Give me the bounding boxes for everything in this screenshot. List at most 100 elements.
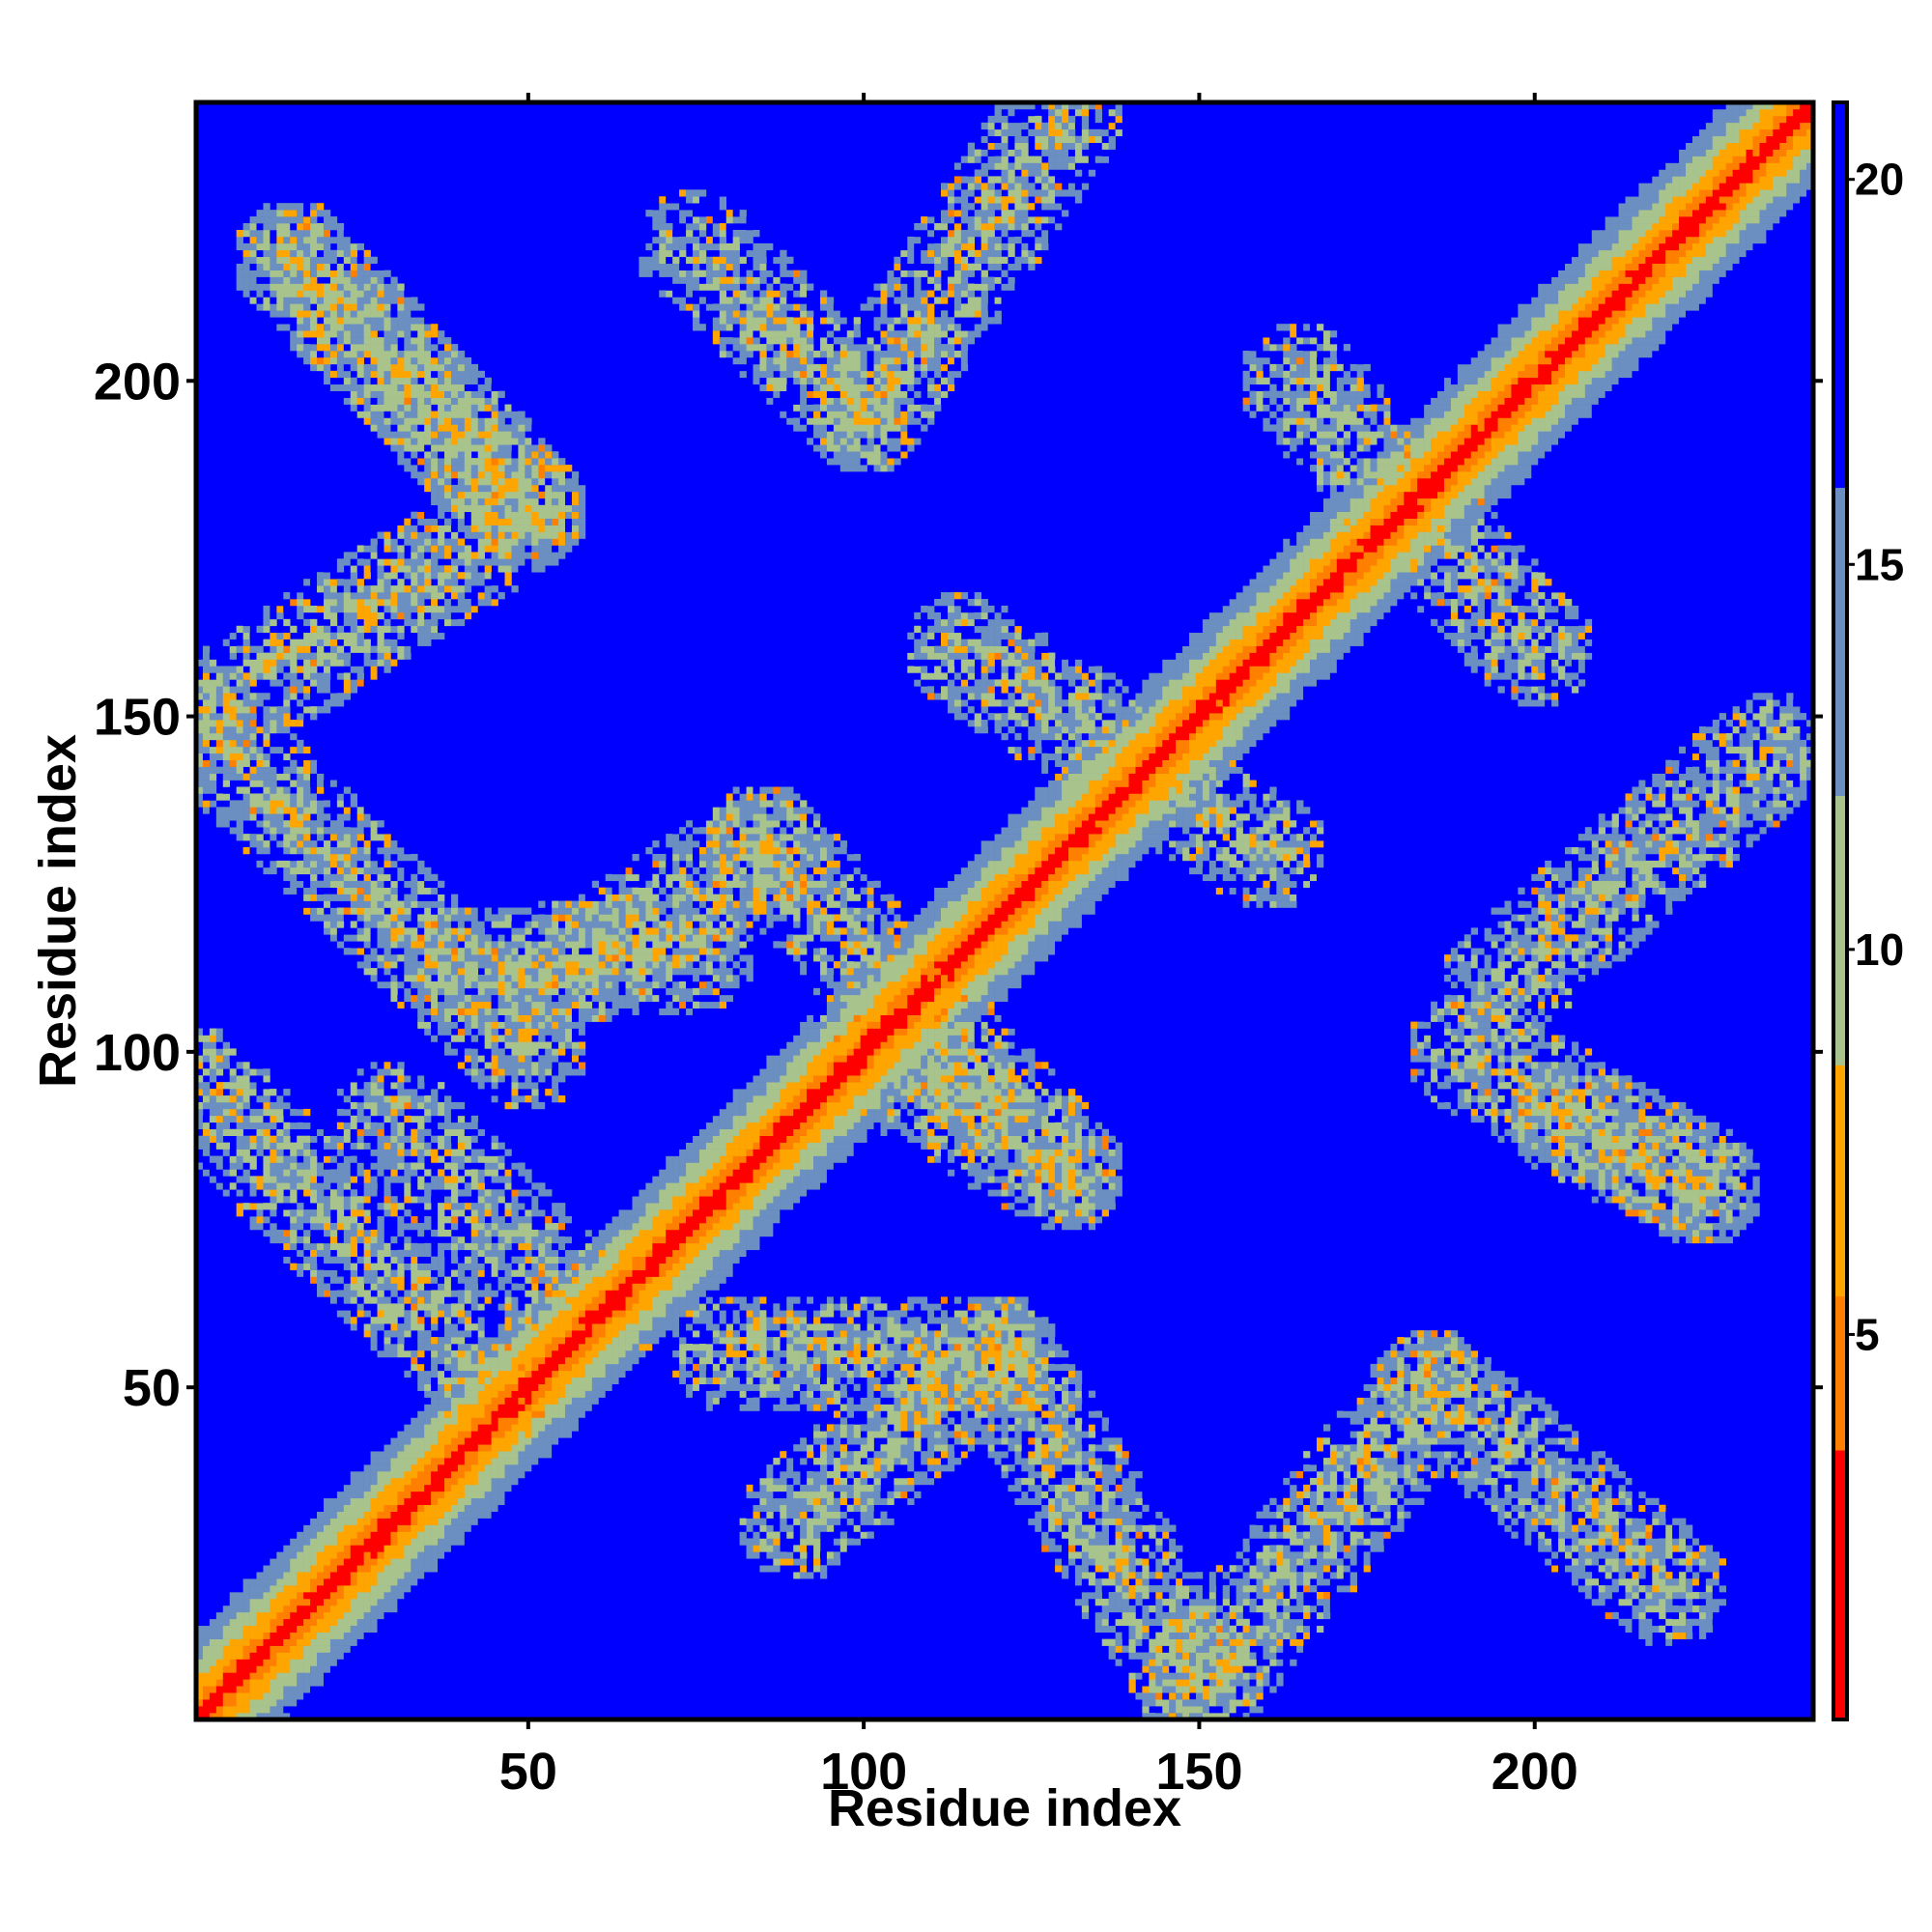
- heatmap-cell: [450, 1317, 459, 1324]
- heatmap-cell: [242, 1565, 250, 1573]
- heatmap-cell: [310, 1169, 318, 1177]
- heatmap-cell: [303, 1229, 311, 1237]
- heatmap-cell: [464, 974, 472, 982]
- heatmap-cell: [303, 820, 311, 828]
- heatmap-cell: [397, 1451, 405, 1459]
- heatmap-cell: [370, 840, 378, 848]
- heatmap-cell: [310, 337, 318, 345]
- heatmap-cell: [411, 853, 418, 862]
- heatmap-cell: [390, 1249, 398, 1258]
- heatmap-cell: [424, 980, 432, 989]
- heatmap-cell: [431, 1410, 439, 1418]
- heatmap-cell: [444, 1491, 452, 1499]
- heatmap-cell: [356, 1310, 364, 1318]
- heatmap-cell: [256, 1598, 264, 1606]
- heatmap-cell: [329, 686, 338, 694]
- heatmap-cell: [390, 994, 398, 1003]
- heatmap-cell: [377, 1538, 384, 1546]
- heatmap-cell: [411, 927, 418, 935]
- heatmap-cell: [404, 1524, 412, 1532]
- heatmap-cell: [464, 1263, 472, 1270]
- heatmap-cell: [450, 1410, 459, 1418]
- heatmap-cell: [317, 1645, 325, 1653]
- heatmap-cell: [484, 424, 492, 432]
- heatmap-cell: [404, 1068, 412, 1076]
- heatmap-cell: [249, 1645, 257, 1653]
- heatmap-cell: [256, 1625, 264, 1634]
- heatmap-cell: [249, 1182, 257, 1190]
- heatmap-cell: [411, 1471, 418, 1479]
- heatmap-cell: [303, 618, 311, 627]
- heatmap-cell: [417, 1249, 425, 1258]
- heatmap-cell: [431, 894, 439, 901]
- heatmap-cell: [356, 1598, 364, 1606]
- heatmap-cell: [242, 270, 250, 277]
- heatmap-cell: [363, 1169, 371, 1177]
- heatmap-cell: [384, 330, 391, 338]
- heatmap-cell: [444, 1424, 452, 1432]
- heatmap-cell: [424, 1504, 432, 1512]
- heatmap-cell: [249, 1618, 257, 1627]
- heatmap-cell: [484, 1196, 492, 1204]
- heatmap-cell: [303, 639, 311, 646]
- heatmap-cell: [343, 324, 352, 331]
- heatmap-cell: [229, 1659, 237, 1666]
- heatmap-cell: [343, 639, 352, 646]
- heatmap-cell: [377, 1222, 384, 1231]
- heatmap-cell: [464, 961, 472, 969]
- heatmap-cell: [424, 1310, 432, 1318]
- heatmap-cell: [336, 1565, 345, 1573]
- heatmap-cell: [343, 242, 352, 251]
- heatmap-cell: [384, 599, 391, 607]
- heatmap-cell: [370, 330, 378, 338]
- heatmap-cell: [404, 1249, 412, 1258]
- heatmap-cell: [363, 659, 371, 667]
- heatmap-cell: [270, 1545, 277, 1552]
- heatmap-cell: [390, 1363, 398, 1372]
- heatmap-cell: [310, 290, 318, 298]
- heatmap-cell: [431, 1269, 439, 1277]
- heatmap-cell: [215, 1115, 224, 1123]
- heatmap-cell: [397, 1149, 405, 1156]
- heatmap-cell: [310, 713, 318, 721]
- heatmap-cell: [297, 706, 304, 714]
- heatmap-cell: [470, 484, 479, 493]
- heatmap-cell: [303, 645, 311, 653]
- heatmap-cell: [457, 525, 466, 532]
- heatmap-cell: [256, 1209, 264, 1217]
- heatmap-cell: [363, 1565, 371, 1573]
- heatmap-cell: [417, 424, 425, 432]
- heatmap-cell: [397, 518, 405, 526]
- heatmap-cell: [229, 1182, 237, 1190]
- heatmap-cell: [249, 834, 257, 841]
- heatmap-cell: [283, 699, 291, 707]
- heatmap-cell: [236, 1149, 243, 1156]
- heatmap-cell: [350, 397, 358, 405]
- heatmap-cell: [431, 1101, 439, 1110]
- heatmap-cell: [491, 1404, 498, 1411]
- heatmap-cell: [491, 552, 498, 559]
- heatmap-cell: [384, 411, 391, 418]
- heatmap-cell: [256, 773, 264, 781]
- heatmap-cell: [323, 1222, 331, 1231]
- heatmap-cell: [411, 1417, 418, 1425]
- heatmap-cell: [484, 1337, 492, 1345]
- heatmap-cell: [370, 611, 378, 620]
- heatmap-cell: [470, 1263, 479, 1270]
- heatmap-cell: [457, 1269, 466, 1277]
- heatmap-cell: [336, 565, 345, 573]
- heatmap-cell: [477, 1323, 485, 1331]
- heatmap-cell: [236, 625, 243, 634]
- heatmap-cell: [283, 1692, 291, 1700]
- heatmap-cell: [457, 1383, 466, 1391]
- heatmap-cell: [263, 773, 270, 781]
- heatmap-cell: [229, 1035, 237, 1042]
- heatmap-cell: [196, 780, 204, 787]
- heatmap-cell: [384, 1089, 391, 1096]
- heatmap-cell: [350, 579, 358, 586]
- heatmap-cell: [424, 1377, 432, 1384]
- heatmap-cell: [477, 1397, 485, 1405]
- heatmap-cell: [477, 1196, 485, 1204]
- heatmap-cell: [303, 249, 311, 258]
- heatmap-cell: [417, 1484, 425, 1492]
